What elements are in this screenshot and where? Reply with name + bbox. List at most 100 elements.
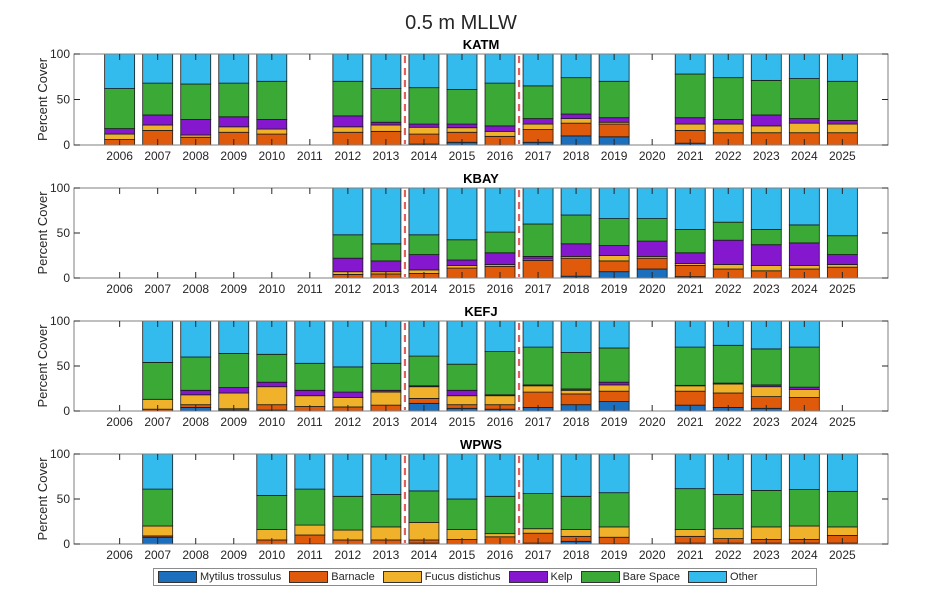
bar-segment-bare-space (750, 79, 782, 116)
bar-segment-other (370, 453, 402, 495)
x-tick-label: 2015 (449, 548, 476, 562)
bar-segment-bare-space (484, 231, 516, 254)
x-tick-label: 2010 (258, 415, 285, 429)
bar-segment-fucus-distichus (826, 264, 858, 268)
panel-kefj: KEFJ 2006 2007 2008 2009 2010 2011 2012 2013 2014… (35, 304, 889, 429)
bar-segment-fucus-distichus (180, 394, 212, 406)
x-tick-label: 2024 (791, 149, 818, 163)
bar-segment-fucus-distichus (598, 526, 630, 538)
x-tick-label: 2024 (791, 415, 818, 429)
bar-segment-bare-space (750, 348, 782, 386)
x-tick-label: 2017 (525, 149, 552, 163)
x-tick-label: 2009 (220, 415, 247, 429)
x-tick-label: 2009 (220, 282, 247, 296)
bar-segment-kelp (180, 389, 212, 396)
bar-segment-other (826, 187, 858, 237)
x-tick-label: 2006 (106, 282, 133, 296)
x-tick-label: 2019 (601, 282, 628, 296)
bar-segment-kelp (218, 387, 250, 394)
bar-segment-bare-space (826, 235, 858, 255)
bar-segment-bare-space (332, 495, 364, 531)
legend-label-fucus: Fucus distichus (424, 571, 501, 583)
bar-segment-fucus-distichus (750, 264, 782, 272)
bar-segment-fucus-distichus (484, 533, 516, 538)
bar-segment-bare-space (256, 80, 288, 120)
bar-segment-kelp (522, 255, 554, 260)
bar-segment-other (256, 453, 288, 496)
x-tick-label: 2007 (144, 149, 171, 163)
bar-segment-fucus-distichus (826, 526, 858, 536)
x-tick-label: 2020 (639, 415, 666, 429)
x-tick-label: 2011 (297, 282, 323, 296)
bar-segment-other (370, 187, 402, 245)
x-tick-label: 2008 (182, 149, 209, 163)
bar-segment-kelp (674, 252, 706, 265)
bar-segment-fucus-distichus (788, 388, 820, 398)
bar-segment-bare-space (142, 488, 174, 527)
bar-segment-bare-space (446, 239, 478, 261)
bar-segment-other (332, 53, 364, 82)
bar-segment-fucus-distichus (560, 389, 592, 395)
bar-segment-barnacle (598, 123, 630, 138)
bar-segment-kelp (560, 243, 592, 257)
bar-segment-bare-space (560, 214, 592, 245)
bar-segment-barnacle (598, 390, 630, 402)
bar-segment-kelp (484, 125, 516, 132)
bar-segment-kelp (332, 257, 364, 273)
x-tick-label: 2007 (144, 415, 171, 429)
bar-segment-fucus-distichus (408, 386, 440, 399)
y-tick-label: 50 (57, 226, 71, 240)
bar-segment-bare-space (522, 85, 554, 120)
y-axis-label: Percent Cover (35, 324, 50, 408)
bar-segment-other (674, 187, 706, 230)
bar-segment-bare-space (408, 355, 440, 387)
x-tick-label: 2021 (677, 415, 704, 429)
bar-segment-fucus-distichus (674, 385, 706, 392)
legend-item-bare-space: Bare Space (580, 571, 680, 583)
bar-segment-fucus-distichus (446, 395, 478, 406)
x-tick-label: 2014 (411, 149, 438, 163)
legend-swatch-other (688, 571, 728, 583)
y-tick-label: 50 (57, 359, 71, 373)
bar-segment-kelp (446, 389, 478, 397)
bar-segment-kelp (636, 240, 668, 257)
bar-segment-kelp (750, 114, 782, 127)
bar-segment-other (142, 320, 174, 363)
bar-segment-fucus-distichus (522, 123, 554, 130)
bar-segment-kelp (560, 113, 592, 120)
bar-segment-bare-space (180, 83, 212, 120)
bar-segment-barnacle (636, 257, 668, 270)
bar-segment-fucus-distichus (560, 118, 592, 124)
x-tick-label: 2018 (563, 149, 590, 163)
bar-segment-fucus-distichus (484, 395, 516, 406)
bar-segment-other (446, 453, 478, 500)
bar-segment-other (560, 453, 592, 497)
x-tick-label: 2017 (525, 415, 552, 429)
bar-segment-bare-space (636, 218, 668, 242)
bar-segment-bare-space (788, 346, 820, 388)
x-tick-label: 2024 (791, 282, 818, 296)
x-tick-label: 2025 (829, 548, 856, 562)
bar-segment-bare-space (674, 228, 706, 254)
legend-label-kelp: Kelp (550, 571, 573, 583)
bar-segment-kelp (294, 389, 326, 397)
x-tick-label: 2025 (829, 149, 856, 163)
x-tick-label: 2019 (601, 149, 628, 163)
bar-segment-fucus-distichus (256, 386, 288, 406)
bar-segment-kelp (522, 118, 554, 125)
legend-item-mytilus: Mytilus trossulus (158, 571, 281, 583)
bar-segment-kelp (256, 119, 288, 130)
x-tick-label: 2006 (106, 548, 133, 562)
bar-segment-kelp (218, 116, 250, 128)
panel-katm: KATM 2006 2007 2008 2009 2010 2011 2012 2013 2014… (35, 37, 889, 163)
bar-segment-bare-space (294, 362, 326, 391)
x-tick-label: 2015 (449, 149, 476, 163)
x-tick-label: 2021 (677, 149, 704, 163)
bar-segment-bare-space (598, 80, 630, 119)
bar-segment-bare-space (218, 82, 250, 118)
x-tick-label: 2014 (411, 548, 438, 562)
y-tick-label: 100 (50, 314, 70, 328)
bar-segment-bare-space (712, 344, 744, 384)
legend-swatch-barnacle (289, 571, 329, 583)
x-tick-label: 2024 (791, 548, 818, 562)
